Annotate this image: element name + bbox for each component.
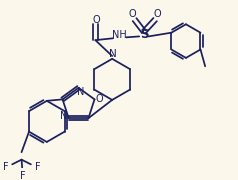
Text: O: O bbox=[93, 15, 100, 25]
Text: O: O bbox=[153, 9, 161, 19]
Text: N: N bbox=[109, 49, 117, 59]
Text: O: O bbox=[129, 9, 137, 19]
Text: NH: NH bbox=[112, 30, 127, 40]
Text: S: S bbox=[140, 28, 148, 41]
Text: N: N bbox=[77, 87, 84, 97]
Text: F: F bbox=[20, 172, 25, 180]
Text: O: O bbox=[95, 94, 103, 104]
Text: F: F bbox=[3, 162, 9, 172]
Text: F: F bbox=[35, 162, 40, 172]
Text: N: N bbox=[60, 111, 68, 121]
